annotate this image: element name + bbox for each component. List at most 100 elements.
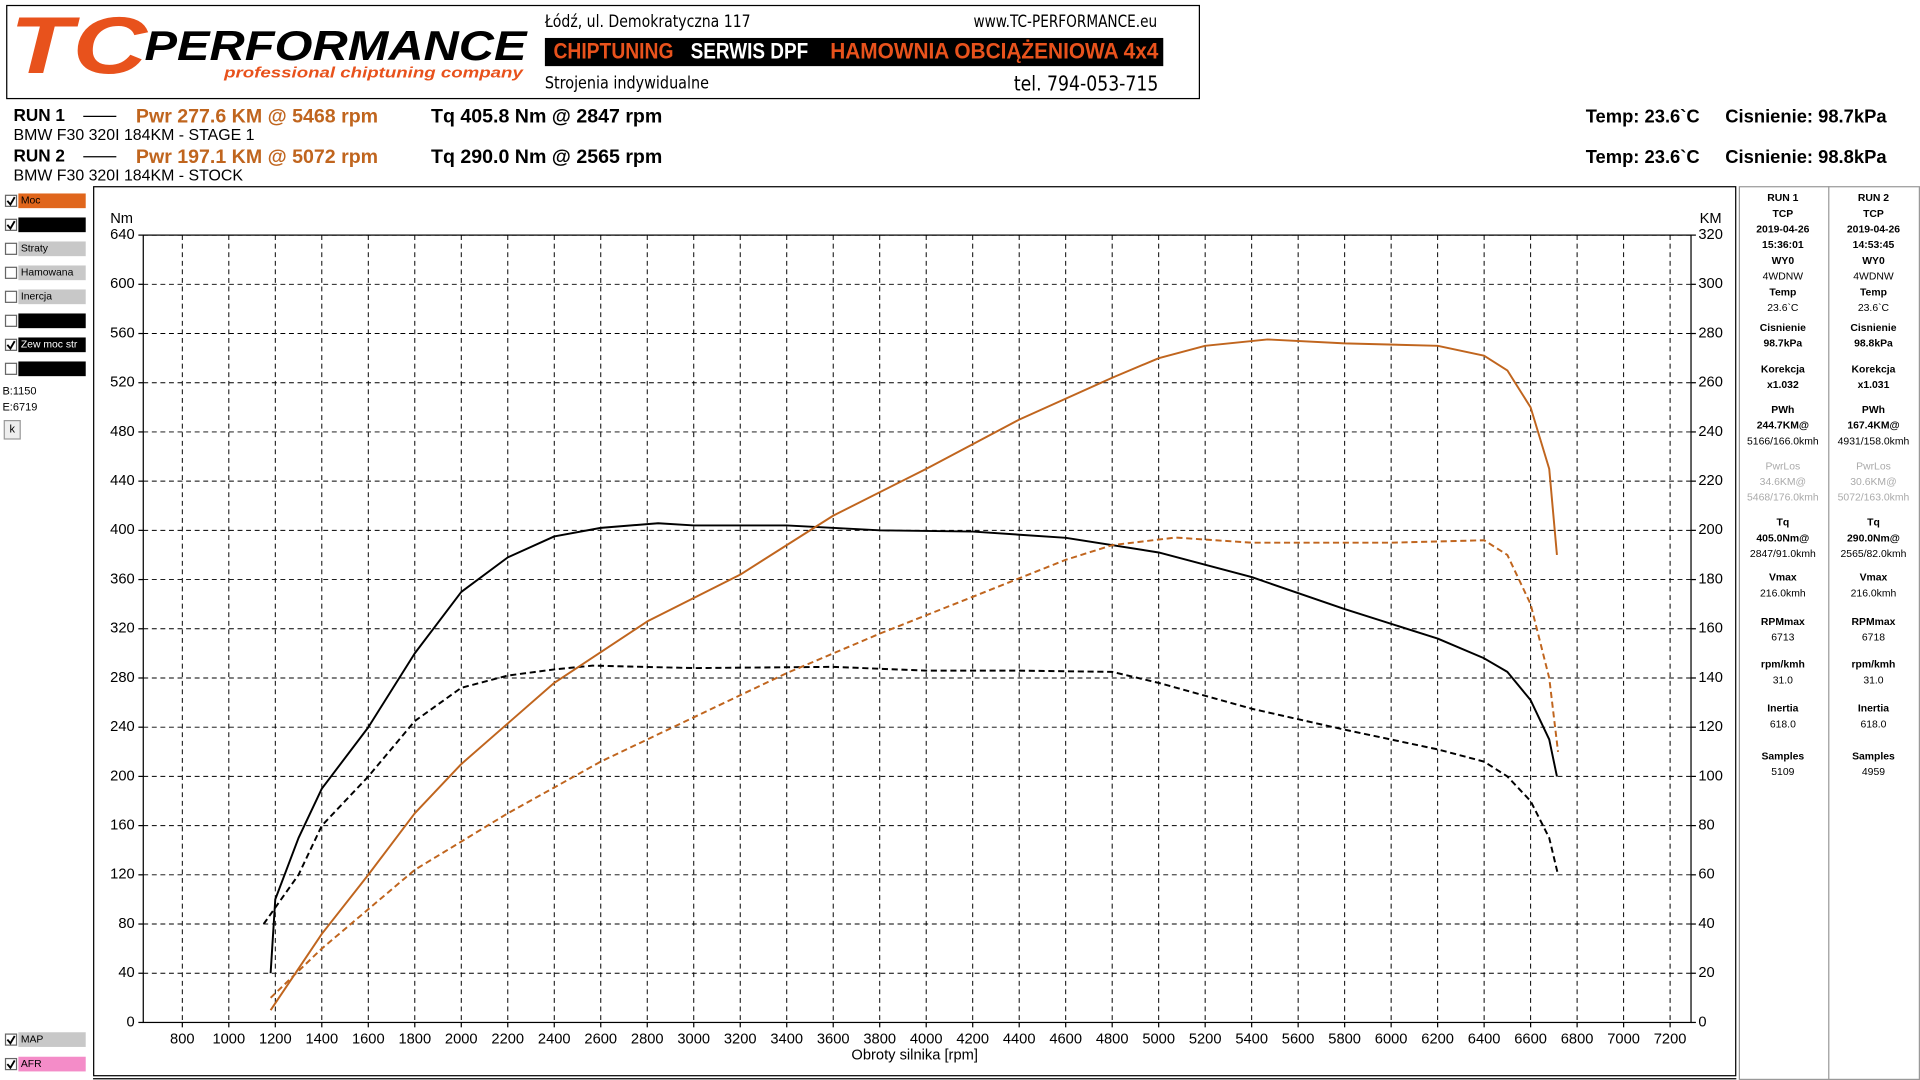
- info-text: Korekcja: [1761, 365, 1805, 376]
- button[interactable]: [3, 420, 21, 440]
- x-tick-label: 2400: [538, 1031, 571, 1047]
- info-text: 5166/166.0kmh: [1747, 436, 1819, 447]
- y2-axis-label: KM: [1700, 211, 1722, 227]
- x-tick-label: 6200: [1421, 1031, 1454, 1047]
- checkbox[interactable]: [4, 194, 18, 207]
- info-text: PwrLos: [1856, 461, 1891, 472]
- x-tick-label: 5400: [1235, 1031, 1268, 1047]
- y2-tick-label: 140: [1698, 670, 1723, 686]
- info-text: x1.032: [1767, 380, 1799, 391]
- checkbox[interactable]: [4, 314, 18, 327]
- y-tick-label: 440: [110, 473, 135, 489]
- info-text: 34.6KM@: [1760, 477, 1806, 488]
- website: www.TC-PERFORMANCE.eu: [973, 12, 1157, 32]
- run-vehicle: BMW F30 320I 184KM - STAGE 1: [13, 127, 254, 144]
- checkbox[interactable]: [4, 338, 18, 351]
- y2-tick-label: 200: [1698, 522, 1723, 538]
- info-text: 23.6`C: [1767, 302, 1799, 314]
- y2-tick-label: 180: [1698, 571, 1723, 587]
- check-swatch: [18, 1056, 86, 1072]
- address: Łódź, ul. Demokratyczna 117: [544, 12, 751, 32]
- info-text: 98.8kPa: [1854, 339, 1893, 350]
- x-tick-label: 6600: [1514, 1031, 1547, 1047]
- x-axis-label: Obroty silnika [rpm]: [851, 1047, 978, 1063]
- check-label: Inercja: [21, 292, 52, 303]
- run-temp: Temp: 23.6`C: [1586, 146, 1700, 167]
- info-text: RPMmax: [1852, 617, 1896, 628]
- x-tick-label: 6000: [1375, 1031, 1408, 1047]
- info-text: 15:36:01: [1762, 240, 1804, 251]
- y-axis-label: Nm: [110, 211, 133, 227]
- info-text: 14:53:45: [1853, 240, 1895, 251]
- series-line: [269, 338, 1558, 1011]
- tagline: Strojenia indywidualne: [545, 73, 709, 93]
- logo-tc: TC: [10, 1, 149, 91]
- x-tick-label: 1000: [212, 1031, 245, 1047]
- y-tick-label: 40: [118, 965, 134, 981]
- y2-tick-label: 260: [1698, 375, 1723, 391]
- info-text: PWh: [1862, 405, 1885, 416]
- checkbox[interactable]: [4, 362, 18, 375]
- info-text: 23.6`C: [1858, 302, 1890, 314]
- check-mark: [6, 340, 16, 351]
- run-power: Pwr 277.6 KM @ 5468 rpm: [136, 106, 378, 128]
- y2-tick-label: 0: [1698, 1014, 1706, 1030]
- check-swatch: [18, 361, 86, 377]
- check-swatch: [18, 193, 86, 209]
- x-tick-label: 3000: [677, 1031, 710, 1047]
- info-text: 290.0Nm@: [1847, 533, 1900, 544]
- x-tick-label: 4000: [910, 1031, 943, 1047]
- y-tick-label: 80: [118, 916, 134, 932]
- y-tick-label: 280: [110, 670, 135, 686]
- series-line: [269, 536, 1560, 999]
- info-text: rpm/kmh: [1852, 660, 1896, 671]
- y-tick-label: 0: [127, 1014, 135, 1030]
- x-tick-label: 3400: [770, 1031, 803, 1047]
- x-tick-label: 7200: [1654, 1031, 1687, 1047]
- x-tick-label: 5000: [1142, 1031, 1175, 1047]
- x-tick-label: 3200: [724, 1031, 757, 1047]
- check-swatch: [18, 217, 86, 233]
- y-tick-label: 240: [110, 719, 135, 735]
- check-swatch: [18, 337, 86, 353]
- info-text: RUN 2: [1858, 193, 1889, 204]
- check-swatch: [18, 241, 86, 257]
- check-label: Zew moc str: [21, 340, 78, 351]
- checkbox[interactable]: [4, 218, 18, 231]
- checkbox[interactable]: [4, 290, 18, 303]
- service: HAMOWNIA OBCIĄŻENIOWA 4x4: [830, 38, 1159, 63]
- info-text: rpm/kmh: [1761, 660, 1805, 671]
- y-tick-label: 160: [110, 817, 135, 833]
- series-line: [269, 522, 1558, 974]
- info-text: Samples: [1852, 751, 1895, 762]
- info-text: Inertia: [1858, 704, 1889, 715]
- check-label: Straty: [21, 244, 49, 255]
- check-label: Moc: [21, 196, 41, 207]
- run-label: RUN 2: [13, 145, 64, 165]
- info-text: x1.031: [1858, 380, 1890, 391]
- info-text: PwrLos: [1766, 461, 1801, 472]
- info-text: Vmax: [1769, 573, 1797, 584]
- checkbox[interactable]: [4, 1033, 18, 1046]
- run-power: Pwr 197.1 KM @ 5072 rpm: [136, 146, 378, 168]
- info-text: 5072/163.0kmh: [1838, 493, 1910, 504]
- info-text: Tq: [1867, 518, 1880, 529]
- y2-tick-label: 40: [1698, 916, 1714, 932]
- y2-tick-label: 300: [1698, 276, 1723, 292]
- x-tick-label: 2800: [631, 1031, 664, 1047]
- logo-subtitle: professional chiptuning company: [223, 65, 524, 81]
- check-mark: [6, 1035, 16, 1045]
- begin-rpm: B:1150: [2, 386, 36, 398]
- checkbox[interactable]: [4, 242, 18, 255]
- x-tick-label: 4600: [1049, 1031, 1082, 1047]
- info-text: 6713: [1771, 632, 1794, 643]
- y2-tick-label: 240: [1698, 424, 1723, 440]
- checkbox[interactable]: [4, 266, 18, 279]
- y-tick-label: 600: [110, 276, 135, 292]
- checkbox[interactable]: [4, 1057, 18, 1071]
- info-text: WY0: [1772, 256, 1795, 267]
- info-text: Temp: [1860, 287, 1887, 298]
- info-text: 216.0kmh: [1851, 588, 1897, 599]
- y-tick-label: 560: [110, 325, 135, 341]
